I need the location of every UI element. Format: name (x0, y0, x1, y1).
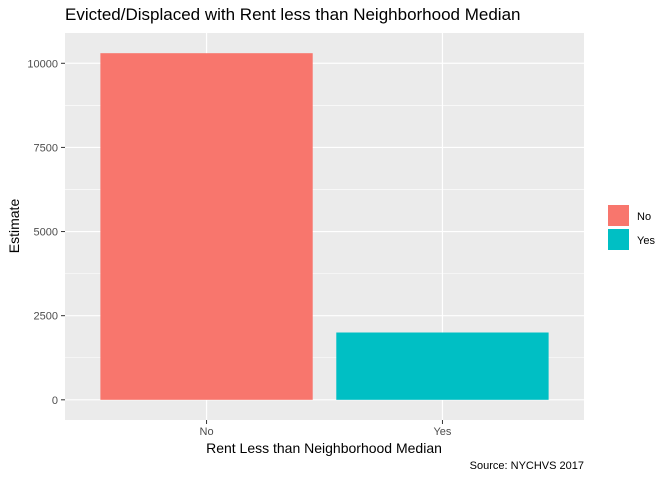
chart-title: Evicted/Displaced with Rent less than Ne… (65, 5, 520, 24)
x-tick-label: Yes (433, 426, 451, 438)
bar-no (100, 53, 313, 400)
y-tick-label: 10000 (27, 58, 58, 70)
y-axis-title: Estimate (6, 199, 22, 254)
y-tick-label: 5000 (34, 227, 58, 239)
legend-key-no (608, 205, 629, 226)
legend-label: No (637, 211, 651, 223)
y-tick-label: 2500 (34, 311, 58, 323)
y-tick-label: 7500 (34, 142, 58, 154)
bar-yes (336, 332, 549, 400)
x-tick-label: No (200, 426, 214, 438)
x-axis: No Yes (200, 420, 452, 438)
legend-label: Yes (637, 235, 655, 247)
x-axis-title: Rent Less than Neighborhood Median (206, 440, 442, 456)
source-caption: Source: NYCHVS 2017 (470, 460, 584, 472)
y-axis: 0 2500 5000 7500 10000 (27, 58, 65, 407)
bars (100, 53, 549, 400)
y-tick-label: 0 (52, 395, 58, 407)
legend: No Yes (608, 205, 655, 250)
legend-key-yes (608, 229, 629, 250)
